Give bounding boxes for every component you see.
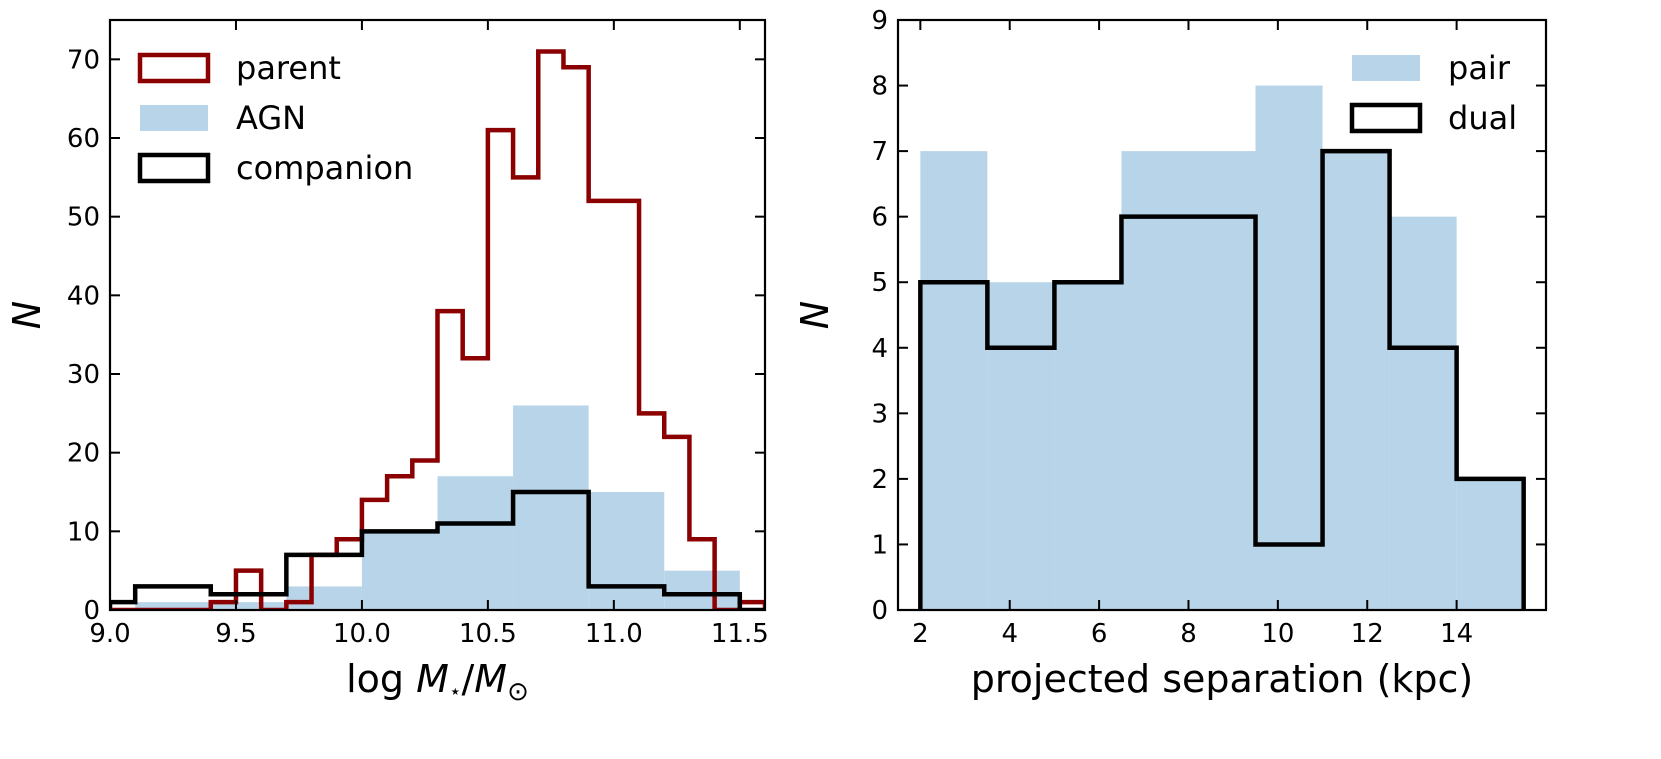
plot-area — [918, 85, 1526, 610]
parent-step-line — [110, 49, 765, 610]
legend-label-pair: pair — [1448, 49, 1511, 87]
y-tick-label: 0 — [871, 596, 888, 626]
legend-swatch-dual — [1349, 102, 1423, 134]
legend-swatch-agn — [140, 105, 208, 131]
agn-bar — [588, 492, 665, 610]
x-tick-label: 10.5 — [459, 619, 517, 649]
x-tick-label: 2 — [912, 619, 929, 649]
legend-swatch-parent — [137, 52, 211, 84]
y-axis-label: N — [5, 301, 49, 329]
x-tick-label: 10 — [1261, 619, 1294, 649]
y-tick-label: 3 — [871, 399, 888, 429]
legend-label-agn: AGN — [236, 99, 306, 137]
axes-frame — [896, 18, 1548, 612]
dual-step-line — [918, 148, 1526, 610]
x-tick-label: 4 — [1001, 619, 1018, 649]
x-axis-label: log M⋆/M⊙ — [346, 657, 529, 707]
y-tick-label: 0 — [83, 596, 100, 626]
pair-bar — [1389, 216, 1457, 610]
x-axis-label-part: log — [346, 657, 416, 701]
x-axis-label-part: ⋆ — [449, 679, 462, 703]
x-tick-label: 9.5 — [215, 619, 256, 649]
x-tick-label: 11.0 — [585, 619, 643, 649]
y-tick-label: 10 — [67, 517, 100, 547]
pair-bar — [920, 151, 988, 610]
y-tick-label: 6 — [871, 203, 888, 233]
y-tick-label: 20 — [67, 439, 100, 469]
panel-1: 9.0 9.5 10.0 10.5 11.0 11.5 0 10 20 30 40 50 60 70 Nlo… — [5, 18, 769, 707]
y-tick-label: 9 — [871, 6, 888, 36]
x-tick-label: 12 — [1351, 619, 1384, 649]
pair-bar — [1255, 85, 1323, 610]
y-tick-label: 2 — [871, 465, 888, 495]
legend-label-companion: companion — [236, 149, 413, 187]
x-axis-label-part: M — [416, 657, 449, 701]
y-tick-label: 1 — [871, 530, 888, 560]
legend-swatch-pair — [1352, 55, 1420, 81]
y-tick-label: 5 — [871, 268, 888, 298]
x-axis-label-part: / — [461, 657, 474, 701]
legend-label-dual: dual — [1448, 99, 1517, 137]
y-tick-label: 7 — [871, 137, 888, 167]
y-tick-label: 50 — [67, 203, 100, 233]
x-tick-label: 11.5 — [711, 619, 769, 649]
agn-bar — [210, 602, 287, 610]
agn-bar — [664, 570, 740, 610]
agn-bar — [135, 602, 211, 610]
y-tick-label: 30 — [67, 360, 100, 390]
legend-swatch-companion — [137, 152, 211, 184]
pair-bar — [987, 282, 1055, 610]
legend-label-parent: parent — [236, 49, 341, 87]
x-tick-label: 10.0 — [333, 619, 391, 649]
agn-bar — [361, 531, 438, 610]
x-axis-label-part: M — [474, 657, 507, 701]
agn-bar — [286, 586, 362, 610]
x-axis-label-part: ⊙ — [507, 677, 529, 707]
y-tick-label: 40 — [67, 281, 100, 311]
agn-bar — [437, 476, 514, 610]
plot-area — [110, 49, 765, 610]
y-tick-label: 70 — [67, 45, 100, 75]
companion-step-line — [110, 489, 765, 610]
x-tick-label: 9.0 — [89, 619, 130, 649]
pair-bar — [1121, 151, 1189, 610]
pair-bar — [1322, 151, 1390, 610]
agn-bar — [513, 405, 589, 610]
x-tick-label: 8 — [1180, 619, 1197, 649]
y-axis-label: N — [793, 301, 837, 329]
pair-bar — [1456, 478, 1524, 610]
y-tick-label: 60 — [67, 124, 100, 154]
axes-frame — [108, 18, 767, 612]
y-tick-label: 4 — [871, 334, 888, 364]
x-tick-label: 6 — [1091, 619, 1108, 649]
pair-bar — [1054, 282, 1122, 610]
x-axis-label: projected separation (kpc) — [971, 657, 1474, 701]
y-tick-label: 8 — [871, 72, 888, 102]
x-tick-label: 14 — [1440, 619, 1473, 649]
pair-bar — [1188, 151, 1256, 610]
